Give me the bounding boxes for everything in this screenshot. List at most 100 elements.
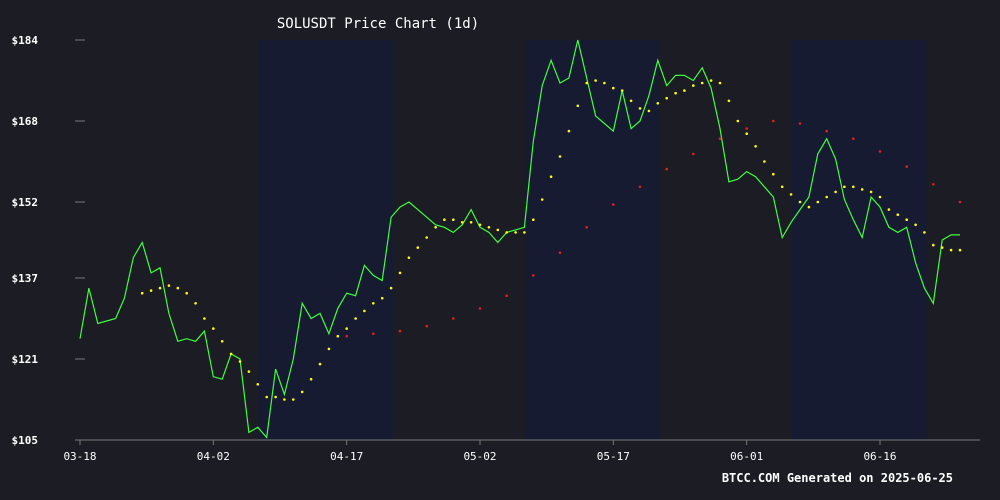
long-ma-point <box>478 307 482 310</box>
short-ma-point <box>843 185 846 189</box>
short-ma-point <box>416 246 420 249</box>
short-ma-point <box>852 185 855 189</box>
short-ma-point <box>576 104 580 108</box>
chart-title: SOLUSDT Price Chart (1d) <box>277 16 479 32</box>
short-ma-point <box>949 248 953 252</box>
long-ma-point <box>585 226 588 229</box>
long-ma-point <box>372 332 375 336</box>
long-ma-point <box>692 152 695 156</box>
x-tick-label: 04-02 <box>197 450 230 463</box>
short-ma-point <box>789 193 793 196</box>
x-tick-label: 05-17 <box>597 450 630 463</box>
long-ma-point <box>638 185 642 189</box>
short-ma-point <box>665 96 668 100</box>
x-tick-label: 06-01 <box>730 450 763 463</box>
short-ma-point <box>620 89 624 92</box>
series-layer <box>79 39 962 439</box>
short-ma-point <box>434 226 437 229</box>
short-ma-point <box>825 195 828 199</box>
x-tick-label: 03-18 <box>63 450 96 463</box>
short-ma-point <box>532 218 535 221</box>
short-ma-point <box>914 223 917 227</box>
short-ma-point <box>247 370 251 373</box>
short-ma-point <box>327 347 331 351</box>
x-tick-label: 05-02 <box>463 450 496 463</box>
long-ma-point <box>852 137 855 140</box>
y-tick-label: $137 <box>12 272 39 285</box>
long-ma-point <box>345 334 349 338</box>
short-ma-point <box>407 256 411 260</box>
short-ma-point <box>523 231 526 234</box>
short-ma-point <box>194 302 197 305</box>
short-ma-point <box>229 352 233 356</box>
short-ma-point <box>452 218 455 221</box>
short-ma-point <box>265 395 269 399</box>
short-ma-point <box>807 205 811 209</box>
short-ma-point <box>798 200 802 204</box>
short-ma-point <box>567 129 571 133</box>
short-ma-point <box>763 160 766 163</box>
short-ma-point <box>629 99 633 103</box>
short-ma-point <box>896 213 900 216</box>
y-tick-label: $152 <box>12 196 39 209</box>
short-ma-point <box>496 228 500 232</box>
short-ma-point <box>185 291 188 295</box>
long-ma-point <box>958 200 962 204</box>
short-ma-point <box>176 286 180 290</box>
short-ma-point <box>336 334 340 338</box>
short-ma-point <box>149 289 153 292</box>
short-ma-point <box>549 175 553 178</box>
short-ma-point <box>709 79 713 82</box>
plot-band-0 <box>258 40 394 440</box>
short-ma-point <box>612 86 615 90</box>
short-ma-point <box>878 195 882 199</box>
short-ma-point <box>887 208 891 211</box>
short-ma-point <box>754 145 757 148</box>
short-ma-point <box>460 221 464 224</box>
short-ma-point <box>834 190 837 194</box>
short-ma-point <box>363 309 366 313</box>
long-ma-point <box>425 324 429 328</box>
long-ma-point <box>612 203 615 206</box>
short-ma-point <box>309 377 313 381</box>
short-ma-point <box>398 271 402 275</box>
short-ma-point <box>674 91 677 95</box>
series-0 <box>79 39 960 439</box>
short-ma-point <box>354 317 357 320</box>
long-ma-point <box>398 329 402 333</box>
short-ma-point <box>345 327 349 330</box>
short-ma-point <box>780 185 784 189</box>
y-tick-label: $184 <box>12 34 39 47</box>
short-ma-point <box>727 99 731 103</box>
long-ma-point <box>932 183 935 186</box>
y-tick-label: $105 <box>12 434 39 447</box>
short-ma-point <box>283 398 286 401</box>
long-ma-point <box>798 122 802 125</box>
long-ma-point <box>558 251 562 254</box>
short-ma-point <box>469 221 473 224</box>
plot-band-2 <box>791 40 927 440</box>
short-ma-point <box>958 248 962 252</box>
short-ma-point <box>389 286 393 290</box>
x-tick-label: 06-16 <box>863 450 896 463</box>
plot-band-1 <box>525 40 660 440</box>
x-tick-label: 04-17 <box>330 450 363 463</box>
long-ma-point <box>665 167 668 171</box>
short-ma-point <box>869 190 873 194</box>
long-ma-point <box>772 119 775 123</box>
long-ma-point <box>718 137 722 140</box>
short-ma-point <box>478 223 482 227</box>
short-ma-point <box>380 296 384 300</box>
long-ma-point <box>825 129 828 133</box>
short-ma-point <box>505 231 509 234</box>
short-ma-point <box>594 79 597 82</box>
short-ma-point <box>638 107 642 110</box>
y-tick-label: $168 <box>12 115 39 128</box>
short-ma-point <box>860 188 864 191</box>
price-line <box>79 39 960 439</box>
axes: $105 $121 $137 $152 $168 $184 03-18 04-02 04-17 0… <box>12 34 980 463</box>
short-ma-point <box>158 286 162 290</box>
short-ma-point <box>540 198 544 201</box>
long-ma-point <box>745 127 748 130</box>
